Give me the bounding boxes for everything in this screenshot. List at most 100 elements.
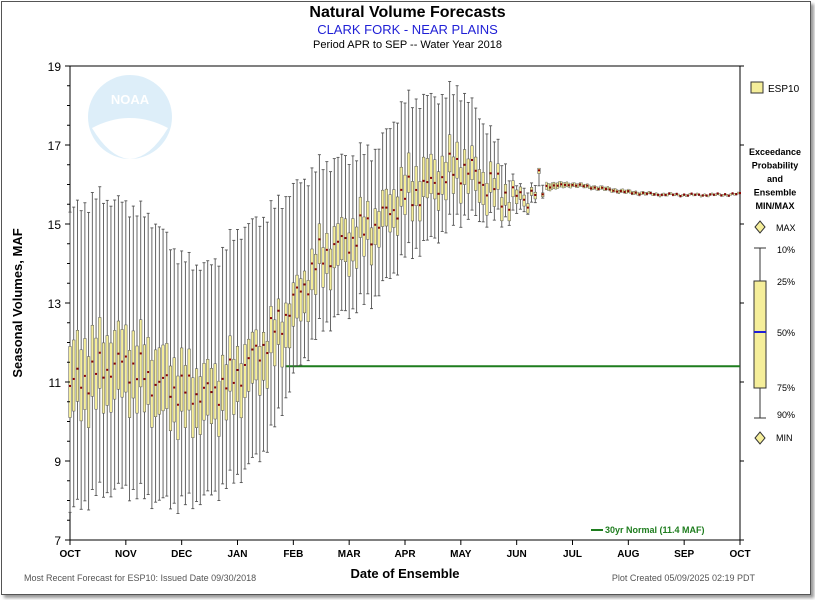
iqr-box bbox=[72, 339, 76, 412]
ensemble-day bbox=[500, 165, 504, 228]
iqr-box bbox=[703, 193, 706, 196]
iqr-box bbox=[217, 380, 221, 437]
ensemble-day bbox=[247, 223, 251, 465]
ensemble-day bbox=[381, 132, 385, 282]
iqr-box bbox=[347, 232, 351, 277]
legend-p10-label: 10% bbox=[777, 245, 795, 255]
ensemble-day bbox=[224, 249, 228, 489]
ensemble-day bbox=[477, 118, 481, 223]
iqr-box bbox=[569, 183, 572, 189]
median-marker bbox=[701, 194, 704, 197]
iqr-box bbox=[725, 194, 728, 197]
ensemble-day bbox=[672, 193, 675, 197]
ensemble-day bbox=[377, 148, 381, 297]
ensemble-day bbox=[679, 195, 682, 198]
iqr-box bbox=[610, 188, 613, 193]
exceedance-title-line: MIN/MAX bbox=[756, 201, 795, 211]
ensemble-day bbox=[599, 185, 602, 190]
exceedance-title-line: Probability bbox=[752, 161, 799, 171]
ensemble-day bbox=[206, 260, 210, 492]
ensemble-day bbox=[729, 193, 732, 196]
iqr-box bbox=[355, 226, 359, 269]
iqr-box bbox=[688, 192, 691, 196]
ensemble-day bbox=[113, 199, 117, 490]
median-marker bbox=[348, 251, 351, 254]
ensemble-day bbox=[172, 248, 176, 504]
legend: ESP10 Exceedance Probability and Ensemble MI… bbox=[749, 81, 801, 445]
ensemble-day bbox=[258, 225, 262, 463]
iqr-box bbox=[666, 193, 669, 197]
iqr-box bbox=[276, 298, 280, 345]
iqr-box bbox=[463, 149, 467, 185]
ensemble-day bbox=[444, 97, 448, 234]
ensemble-day bbox=[696, 192, 699, 196]
iqr-box bbox=[692, 193, 695, 197]
iqr-box bbox=[436, 171, 441, 211]
median-marker bbox=[184, 391, 187, 394]
ensemble-day bbox=[295, 179, 299, 367]
normal-legend-label: 30yr Normal (11.4 MAF) bbox=[605, 525, 705, 535]
median-marker bbox=[389, 213, 392, 216]
iqr-box bbox=[116, 320, 120, 390]
iqr-box bbox=[340, 217, 344, 261]
iqr-box bbox=[595, 186, 598, 191]
ensemble-day bbox=[503, 163, 508, 218]
median-marker bbox=[102, 376, 105, 379]
median-marker bbox=[303, 283, 306, 286]
median-marker bbox=[482, 183, 485, 186]
ensemble-day bbox=[567, 182, 570, 188]
ensemble-day bbox=[690, 192, 693, 196]
ensemble-day bbox=[109, 205, 113, 498]
ensemble-day bbox=[720, 194, 723, 197]
iqr-box bbox=[477, 169, 481, 203]
iqr-box bbox=[239, 363, 243, 419]
ensemble-day bbox=[618, 190, 621, 195]
iqr-box bbox=[235, 346, 240, 402]
chart-location: CLARK FORK - NEAR PLAINS bbox=[317, 22, 498, 37]
ensemble-day bbox=[707, 194, 710, 198]
median-marker bbox=[675, 192, 678, 195]
ensemble-day bbox=[340, 153, 344, 311]
ensemble-day bbox=[638, 192, 641, 197]
median-marker bbox=[690, 192, 693, 195]
ensemble-day bbox=[481, 123, 485, 223]
median-marker bbox=[597, 188, 600, 191]
ensemble-day bbox=[651, 192, 654, 196]
ensemble-day bbox=[586, 183, 589, 188]
iqr-box bbox=[707, 194, 710, 198]
median-marker bbox=[262, 343, 265, 346]
ensemble-day bbox=[718, 192, 721, 196]
median-marker bbox=[485, 194, 488, 197]
median-marker bbox=[139, 352, 142, 355]
median-marker bbox=[292, 293, 295, 296]
ensemble-day bbox=[101, 202, 106, 498]
median-marker bbox=[277, 309, 280, 312]
ensemble-day bbox=[325, 161, 329, 323]
median-marker bbox=[430, 176, 433, 179]
iqr-box bbox=[489, 161, 493, 193]
ensemble-day bbox=[575, 183, 578, 188]
ensemble-day bbox=[317, 154, 321, 319]
iqr-box bbox=[558, 181, 561, 188]
ensemble-day bbox=[291, 182, 295, 374]
median-marker bbox=[281, 332, 284, 335]
ensemble-day bbox=[284, 196, 288, 399]
median-marker bbox=[567, 184, 570, 187]
x-axis-label: Date of Ensemble bbox=[350, 566, 459, 581]
median-marker bbox=[381, 206, 384, 209]
legend-min-label: MIN bbox=[776, 433, 793, 443]
median-marker bbox=[132, 362, 135, 365]
iqr-box bbox=[670, 192, 673, 195]
median-marker bbox=[478, 181, 481, 184]
median-marker bbox=[106, 368, 109, 371]
iqr-box bbox=[422, 156, 426, 197]
iqr-box bbox=[146, 337, 150, 405]
ensemble-day bbox=[429, 92, 433, 237]
median-marker bbox=[217, 403, 220, 406]
ensemble-day bbox=[221, 246, 225, 485]
iqr-box bbox=[711, 192, 714, 196]
iqr-box bbox=[481, 172, 485, 205]
iqr-box bbox=[232, 358, 236, 415]
ensemble-day bbox=[737, 191, 740, 195]
iqr-box bbox=[291, 282, 295, 327]
